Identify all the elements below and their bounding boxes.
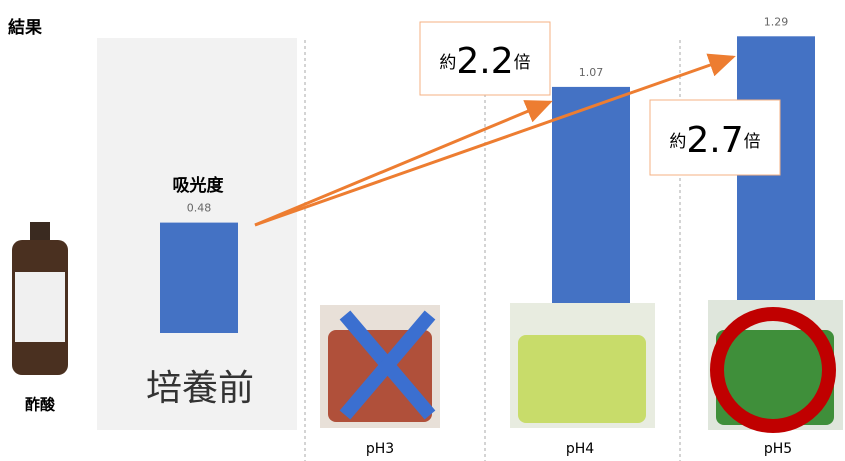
annotation: 約2.2倍	[439, 41, 530, 82]
annotation-suffix: 倍	[744, 132, 761, 152]
chart-title: 結果	[8, 17, 42, 38]
ph3-photo	[320, 305, 440, 428]
value-label: 0.48	[187, 202, 212, 215]
x-tick-label: pH4	[566, 441, 594, 457]
bar	[737, 36, 815, 334]
annotation-number: 2.7	[686, 120, 743, 161]
dividers	[304, 40, 681, 461]
annotation-prefix: 約	[669, 132, 686, 152]
bar	[552, 86, 630, 334]
x-tick-label: pH5	[764, 441, 792, 457]
annotation-number: 2.2	[456, 41, 513, 82]
annotation-prefix: 約	[439, 53, 456, 73]
x-tick-label: pH3	[366, 441, 394, 457]
reagent-label: 酢酸	[25, 396, 56, 414]
bar	[160, 222, 238, 333]
annotation: 約2.7倍	[669, 120, 760, 161]
bottle-image	[12, 222, 68, 375]
value-label: 1.29	[764, 15, 789, 28]
annotation-box	[419, 21, 551, 96]
ph5-photo	[708, 300, 843, 433]
ph4-photo	[510, 303, 655, 428]
category-label: 培養前	[146, 368, 254, 409]
arrows	[254, 53, 736, 227]
annotation-suffix: 倍	[514, 53, 531, 73]
value-label: 1.07	[579, 66, 604, 79]
y-label: 吸光度	[173, 175, 225, 196]
annotation-box	[649, 99, 781, 176]
